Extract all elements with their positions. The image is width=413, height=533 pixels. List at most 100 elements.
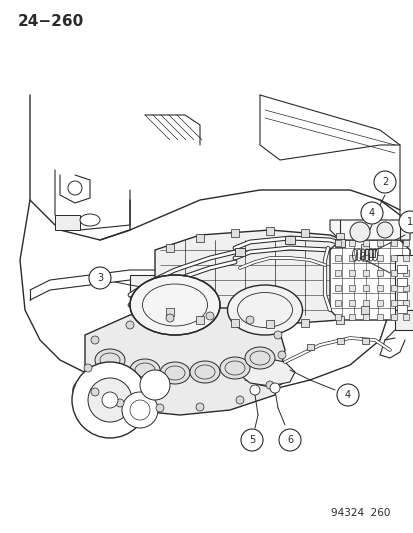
Ellipse shape bbox=[227, 285, 302, 335]
Text: 4: 4 bbox=[368, 208, 374, 218]
Bar bbox=[362, 314, 368, 320]
Bar bbox=[362, 255, 368, 261]
Bar bbox=[166, 244, 173, 252]
Bar bbox=[364, 249, 374, 257]
Bar bbox=[390, 270, 396, 276]
Circle shape bbox=[72, 362, 147, 438]
Bar bbox=[166, 308, 173, 316]
Ellipse shape bbox=[219, 357, 249, 379]
Circle shape bbox=[349, 222, 369, 242]
Polygon shape bbox=[329, 220, 409, 240]
Text: 5: 5 bbox=[248, 435, 254, 445]
Bar bbox=[390, 300, 396, 306]
Circle shape bbox=[89, 267, 111, 289]
Circle shape bbox=[376, 222, 392, 238]
Bar bbox=[348, 270, 354, 276]
Bar bbox=[335, 233, 343, 241]
Polygon shape bbox=[240, 358, 294, 386]
Polygon shape bbox=[85, 308, 284, 415]
Bar bbox=[334, 285, 340, 291]
Bar bbox=[402, 270, 408, 276]
Circle shape bbox=[206, 312, 214, 320]
Bar bbox=[195, 234, 204, 242]
Circle shape bbox=[245, 316, 254, 324]
Text: 3: 3 bbox=[97, 273, 103, 283]
Bar bbox=[300, 319, 308, 327]
Bar bbox=[390, 314, 396, 320]
Polygon shape bbox=[244, 372, 284, 388]
Bar bbox=[334, 239, 344, 247]
Bar bbox=[348, 285, 354, 291]
Circle shape bbox=[249, 385, 259, 395]
Polygon shape bbox=[130, 275, 219, 305]
Bar bbox=[334, 255, 340, 261]
Bar bbox=[334, 270, 340, 276]
Bar bbox=[284, 236, 294, 244]
Text: 94324  260: 94324 260 bbox=[330, 508, 389, 518]
Bar bbox=[230, 229, 238, 237]
Circle shape bbox=[336, 384, 358, 406]
Circle shape bbox=[126, 321, 134, 329]
Bar bbox=[300, 229, 308, 237]
Ellipse shape bbox=[80, 214, 100, 226]
Bar bbox=[266, 227, 273, 235]
Bar bbox=[361, 338, 368, 344]
Bar bbox=[266, 320, 273, 328]
Circle shape bbox=[235, 396, 243, 404]
Circle shape bbox=[273, 331, 281, 339]
Bar bbox=[396, 265, 406, 273]
Bar bbox=[334, 240, 340, 246]
Bar bbox=[306, 344, 313, 350]
Bar bbox=[335, 316, 343, 324]
Circle shape bbox=[102, 392, 118, 408]
Bar bbox=[334, 314, 340, 320]
Bar bbox=[390, 255, 396, 261]
Bar bbox=[348, 255, 354, 261]
Bar bbox=[376, 240, 382, 246]
Bar bbox=[362, 285, 368, 291]
Ellipse shape bbox=[190, 361, 219, 383]
Circle shape bbox=[195, 403, 204, 411]
Bar bbox=[402, 240, 408, 246]
Bar bbox=[336, 338, 343, 344]
Bar bbox=[230, 319, 238, 327]
Bar bbox=[402, 255, 408, 261]
Polygon shape bbox=[154, 230, 369, 325]
Bar bbox=[376, 255, 382, 261]
Bar bbox=[376, 314, 382, 320]
Bar bbox=[376, 285, 382, 291]
Bar bbox=[402, 300, 408, 306]
Polygon shape bbox=[394, 255, 413, 310]
Polygon shape bbox=[329, 240, 409, 320]
Circle shape bbox=[140, 370, 170, 400]
Circle shape bbox=[84, 364, 92, 372]
Bar bbox=[55, 215, 80, 230]
Circle shape bbox=[156, 404, 164, 412]
Bar bbox=[348, 240, 354, 246]
Circle shape bbox=[266, 381, 273, 389]
Bar bbox=[396, 292, 406, 300]
Circle shape bbox=[68, 181, 82, 195]
Circle shape bbox=[88, 378, 132, 422]
Bar bbox=[376, 270, 382, 276]
Bar bbox=[396, 278, 406, 286]
Bar bbox=[362, 240, 368, 246]
Circle shape bbox=[360, 202, 382, 224]
Bar bbox=[390, 285, 396, 291]
Text: 2: 2 bbox=[381, 177, 387, 187]
Circle shape bbox=[166, 314, 173, 322]
Circle shape bbox=[373, 171, 395, 193]
Bar bbox=[362, 300, 368, 306]
Bar bbox=[402, 314, 408, 320]
Bar bbox=[235, 248, 244, 256]
Ellipse shape bbox=[244, 347, 274, 369]
Circle shape bbox=[240, 429, 262, 451]
Bar bbox=[396, 305, 406, 313]
Ellipse shape bbox=[130, 275, 219, 335]
Bar bbox=[402, 285, 408, 291]
Circle shape bbox=[116, 399, 124, 407]
Text: 1: 1 bbox=[406, 217, 412, 227]
Circle shape bbox=[269, 383, 279, 393]
Bar bbox=[348, 300, 354, 306]
Bar bbox=[360, 306, 368, 314]
